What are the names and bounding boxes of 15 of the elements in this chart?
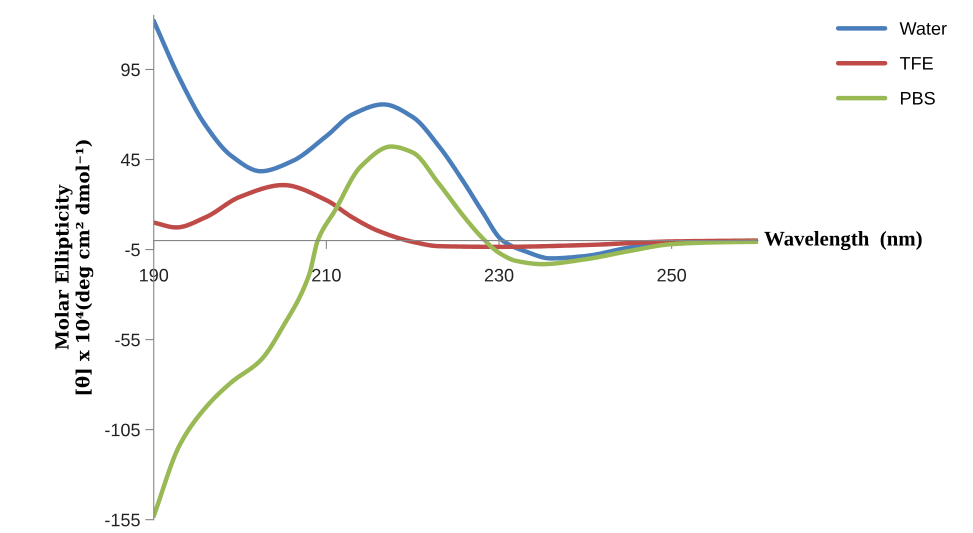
x-tick-label: 230 bbox=[484, 268, 514, 282]
y-tick-label: -105 bbox=[105, 424, 140, 436]
x-axis-title: Wavelength (nm) bbox=[764, 231, 922, 250]
legend-label: Water bbox=[900, 22, 947, 35]
y-axis-title: Molar Ellipticity [θ] x 10⁴(deg cm² dmol⁻¹) bbox=[54, 140, 94, 394]
y-tick-label: 95 bbox=[121, 63, 140, 76]
legend-label: PBS bbox=[901, 92, 935, 105]
x-tick-label: 190 bbox=[140, 268, 168, 282]
y-tick-label: 45 bbox=[120, 154, 140, 166]
y-tick-label: -155 bbox=[105, 514, 140, 526]
x-tick-label: 250 bbox=[657, 268, 686, 282]
legend-label: TFE bbox=[900, 57, 933, 70]
y-tick-label: -55 bbox=[115, 334, 140, 346]
y-tick-label: -5 bbox=[125, 244, 140, 256]
x-tick-label: 210 bbox=[312, 268, 341, 282]
